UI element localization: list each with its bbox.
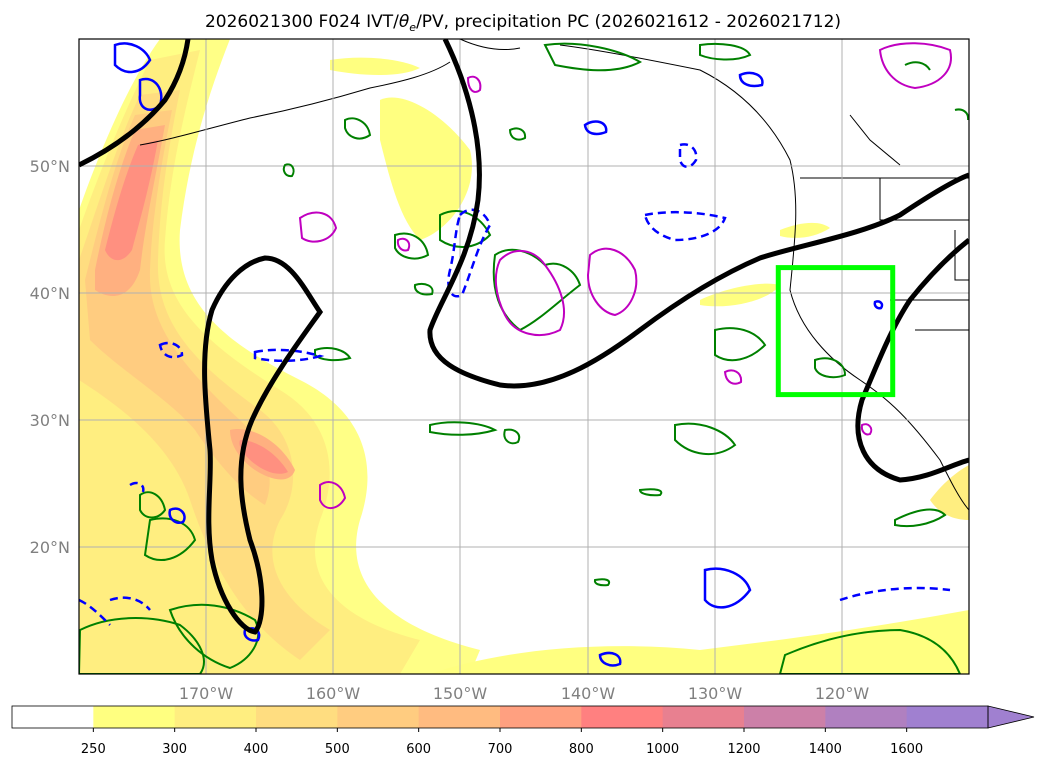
- colorbar: 250 300 400 500 600 700 800 1000 1200 1400 1600: [11, 705, 1035, 757]
- colorbar-extend-arrow: [987, 705, 1035, 729]
- lon-tick-label: 140°W: [561, 684, 616, 703]
- colorbar-tick-label: 1200: [727, 742, 760, 757]
- colorbar-tick-label: 300: [162, 742, 187, 757]
- colorbar-segment: [825, 706, 908, 728]
- colorbar-segments: [12, 706, 989, 728]
- gridlines: [79, 39, 969, 674]
- colorbar-tick-label: 1400: [809, 742, 842, 757]
- lon-tick-label: 150°W: [433, 684, 488, 703]
- colorbar-tick-labels: 250 300 400 500 600 700 800 1000 1200 1400 1600: [81, 728, 923, 757]
- chart-title: 2026021300 F024 IVT/θe/PV, precipitation…: [205, 12, 841, 34]
- colorbar-tick-label: 400: [244, 742, 269, 757]
- colorbar-segment: [337, 706, 420, 728]
- colorbar-segment: [12, 706, 94, 728]
- lon-tick-label: 130°W: [688, 684, 743, 703]
- lon-tick-label: 170°W: [179, 684, 234, 703]
- colorbar-segment: [581, 706, 664, 728]
- lat-tick-label: 50°N: [30, 157, 70, 176]
- colorbar-segment: [662, 706, 745, 728]
- lat-tick-labels: 50°N 40°N 30°N 20°N: [30, 157, 70, 557]
- lat-tick-label: 20°N: [30, 538, 70, 557]
- lon-tick-label: 120°W: [815, 684, 870, 703]
- colorbar-segment: [500, 706, 582, 728]
- colorbar-tick-label: 700: [488, 742, 513, 757]
- pv-contours-dashed: [79, 143, 951, 626]
- colorbar-segment: [93, 706, 176, 728]
- map-panel: [79, 39, 969, 674]
- map-frame: [78, 38, 970, 675]
- ivt-anomaly-contours: [298, 42, 952, 509]
- lat-tick-label: 40°N: [30, 284, 70, 303]
- colorbar-tick-label: 600: [406, 742, 431, 757]
- highlight-box: [775, 265, 896, 398]
- colorbar-tick-label: 1000: [646, 742, 679, 757]
- lat-tick-label: 30°N: [30, 411, 70, 430]
- precipitation-contours: [79, 42, 969, 674]
- colorbar-segment: [174, 706, 257, 728]
- colorbar-segment: [744, 706, 826, 728]
- lon-tick-labels: 170°W 160°W 150°W 140°W 130°W 120°W: [179, 684, 870, 703]
- lon-tick-label: 160°W: [306, 684, 361, 703]
- colorbar-segment: [418, 706, 501, 728]
- pv-contours: [113, 42, 884, 667]
- colorbar-tick-label: 1600: [890, 742, 923, 757]
- colorbar-tick-label: 800: [569, 742, 594, 757]
- colorbar-segment: [256, 706, 338, 728]
- theta-e-contours: [79, 39, 969, 635]
- colorbar-tick-label: 250: [81, 742, 106, 757]
- colorbar-segment: [906, 706, 989, 728]
- colorbar-tick-label: 500: [325, 742, 350, 757]
